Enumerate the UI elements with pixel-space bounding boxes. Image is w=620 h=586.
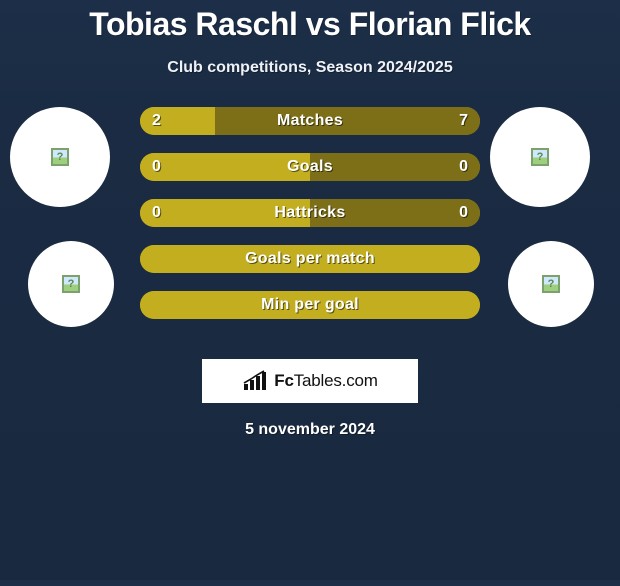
- stat-label: Matches: [140, 107, 480, 135]
- image-placeholder-icon: [62, 275, 80, 293]
- stat-bar: Goals per match: [140, 245, 480, 273]
- club-right-avatar: [508, 241, 594, 327]
- player-right-avatar: [490, 107, 590, 207]
- stat-bars: 27Matches 00Goals 00Hattricks Goals per mat…: [140, 107, 480, 337]
- logo-box: FcTables.com: [202, 359, 418, 403]
- stat-label: Goals per match: [140, 245, 480, 273]
- subtitle: Club competitions, Season 2024/2025: [0, 59, 620, 77]
- stat-label: Min per goal: [140, 291, 480, 319]
- image-placeholder-icon: [51, 148, 69, 166]
- logo-text: FcTables.com: [274, 371, 377, 391]
- bars-icon: [242, 370, 270, 392]
- stat-bar: 27Matches: [140, 107, 480, 135]
- club-left-avatar: [28, 241, 114, 327]
- date-text: 5 november 2024: [0, 421, 620, 439]
- stat-bar: Min per goal: [140, 291, 480, 319]
- logo-suffix: Tables.com: [294, 371, 378, 390]
- comparison-stage: 27Matches 00Goals 00Hattricks Goals per mat…: [0, 107, 620, 347]
- stat-label: Hattricks: [140, 199, 480, 227]
- stat-bar: 00Hattricks: [140, 199, 480, 227]
- stat-label: Goals: [140, 153, 480, 181]
- image-placeholder-icon: [531, 148, 549, 166]
- player-left-avatar: [10, 107, 110, 207]
- logo-prefix: Fc: [274, 371, 293, 390]
- stat-bar: 00Goals: [140, 153, 480, 181]
- image-placeholder-icon: [542, 275, 560, 293]
- page-title: Tobias Raschl vs Florian Flick: [0, 6, 620, 43]
